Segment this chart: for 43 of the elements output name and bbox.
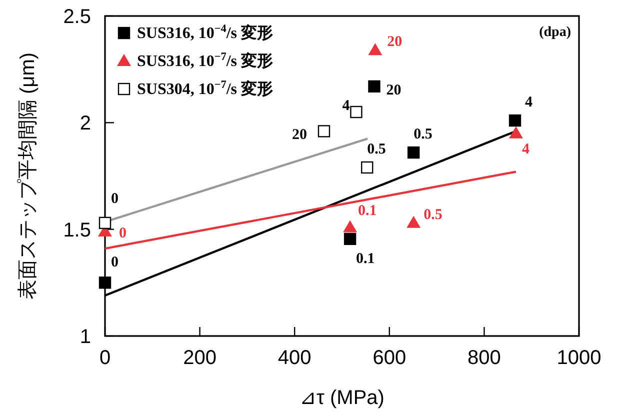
point xyxy=(343,220,358,232)
annotation: 20 xyxy=(292,127,307,144)
annotation: 4 xyxy=(342,98,350,114)
legend-label: SUS304, 10$^{−7}$/s 変形 xyxy=(137,79,273,98)
y-axis-title: 表面ステップ平均間隔 (μm) xyxy=(17,52,39,300)
point xyxy=(98,216,112,230)
annotation: 0.1 xyxy=(358,203,377,220)
point xyxy=(407,146,420,159)
point xyxy=(406,216,421,228)
annotation: (dpa) xyxy=(539,25,572,40)
y-tick-label: 1.5 xyxy=(63,219,91,242)
x-axis-title: ⊿τ (MPa) xyxy=(300,387,384,409)
x-tick-label: 1000 xyxy=(556,347,602,369)
point xyxy=(344,232,356,246)
x-tick-label: 800 xyxy=(468,347,501,369)
annotation: 0 xyxy=(119,225,126,242)
annotation: 0.1 xyxy=(356,250,375,267)
annotation: 0 xyxy=(111,190,118,207)
x-tick-label: 400 xyxy=(278,347,312,369)
x-tick-label: 200 xyxy=(183,347,216,369)
point xyxy=(318,125,330,138)
point xyxy=(350,106,362,118)
point xyxy=(508,126,523,138)
annotation: 4 xyxy=(522,141,530,158)
point xyxy=(368,43,382,56)
point xyxy=(98,276,112,289)
legend-label: SUS316, 10$^{−7}$/s 変形 xyxy=(137,51,273,70)
annotation: 0 xyxy=(111,254,118,271)
x-tick-label: 600 xyxy=(372,347,406,369)
point xyxy=(368,80,380,92)
y-tick-label: 2 xyxy=(80,112,91,135)
point xyxy=(361,161,374,174)
annotation: 0.5 xyxy=(424,206,442,223)
annotation: 0.5 xyxy=(414,126,432,143)
legend-label: SUS316, 10$^{−4}$/s 変形 xyxy=(137,23,273,42)
annotation: 20 xyxy=(387,34,402,50)
annotation: 20 xyxy=(386,82,402,98)
x-tick-label: 0 xyxy=(99,347,111,369)
y-tick-label: 2.5 xyxy=(63,6,91,28)
point xyxy=(508,114,522,127)
annotation: 0.5 xyxy=(367,141,386,158)
y-tick-label: 1 xyxy=(80,326,91,348)
annotation: 4 xyxy=(525,94,534,111)
